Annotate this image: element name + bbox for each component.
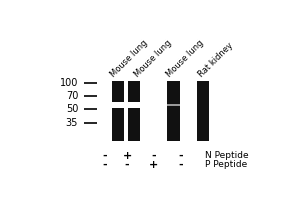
Text: 35: 35 [66, 118, 78, 128]
Text: +: + [149, 160, 158, 170]
Text: -: - [103, 151, 107, 161]
Text: -: - [125, 160, 129, 170]
Bar [112, 81, 124, 141]
Text: 100: 100 [60, 78, 78, 88]
Text: Mouse lung: Mouse lung [132, 39, 173, 79]
Bar [128, 81, 140, 141]
Bar [111, 102, 124, 108]
Text: 50: 50 [66, 104, 78, 114]
Text: -: - [152, 151, 156, 161]
Text: -: - [103, 160, 107, 170]
Text: P Peptide: P Peptide [205, 160, 247, 169]
Text: Mouse lung: Mouse lung [165, 39, 206, 79]
Text: 70: 70 [66, 91, 78, 101]
Bar [167, 81, 180, 141]
Text: N Peptide: N Peptide [205, 151, 248, 160]
Bar [128, 102, 140, 108]
Text: -: - [178, 151, 183, 161]
Bar [167, 104, 180, 106]
Text: Rat kidney: Rat kidney [196, 41, 234, 79]
Text: -: - [178, 160, 183, 170]
Text: +: + [122, 151, 132, 161]
Text: Mouse lung: Mouse lung [109, 39, 150, 79]
Bar [196, 81, 208, 141]
